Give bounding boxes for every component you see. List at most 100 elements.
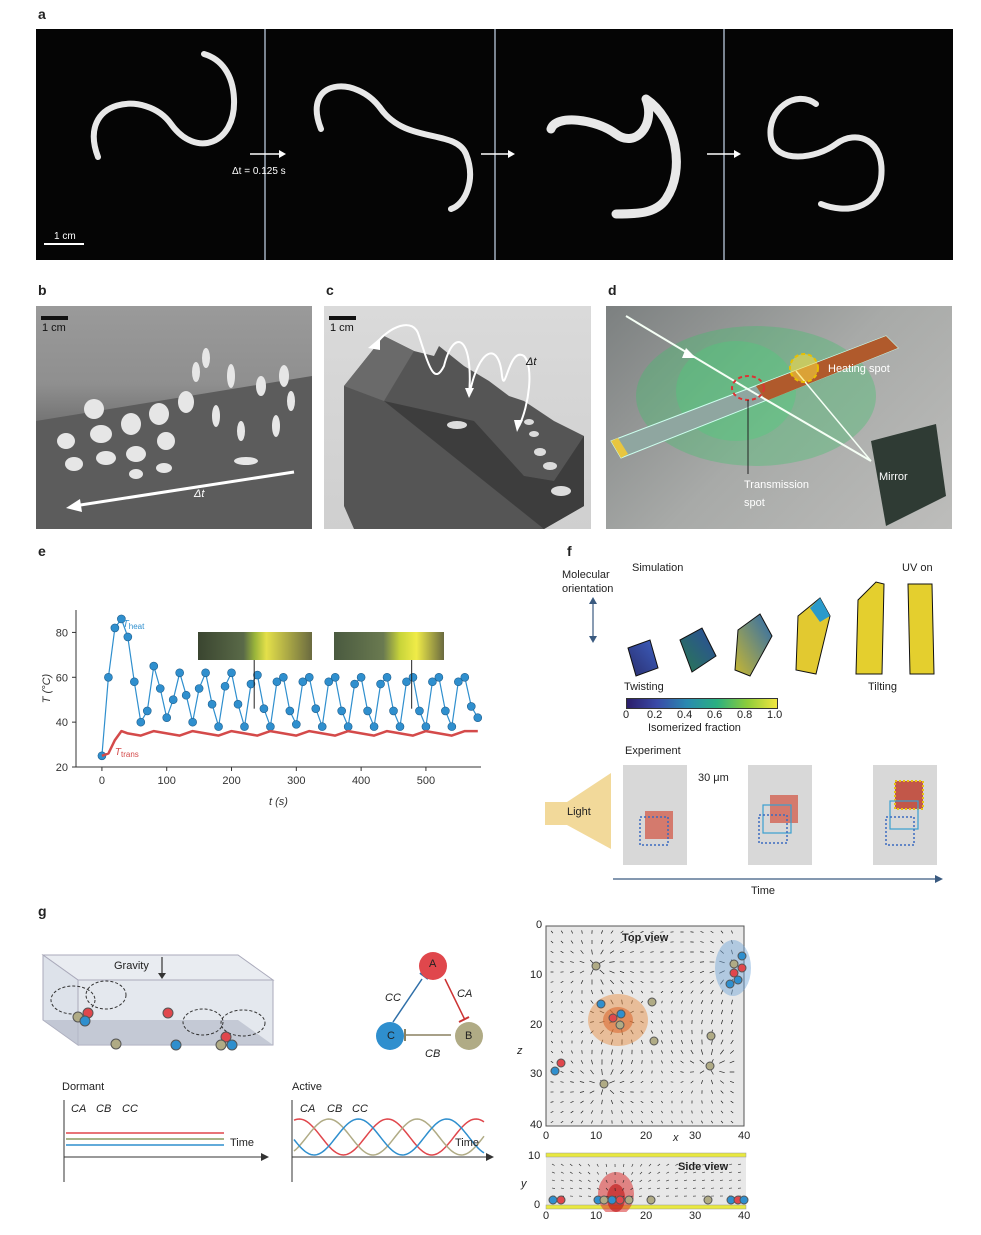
flow-arrow xyxy=(661,1120,663,1124)
f-uv-label: UV on xyxy=(902,562,933,574)
flow-arrow xyxy=(731,949,733,955)
flow-arrow xyxy=(719,1179,724,1181)
flow-arrow xyxy=(570,1110,574,1114)
flow-arrow xyxy=(640,1110,644,1114)
data-point xyxy=(259,704,269,713)
flow-arrow xyxy=(590,1040,594,1044)
data-point xyxy=(454,677,463,687)
flow-arrow xyxy=(560,1101,564,1103)
flow-arrow xyxy=(700,990,704,994)
flow-arrow xyxy=(550,1101,554,1103)
flow-arrow xyxy=(587,1163,591,1167)
flow-arrow xyxy=(630,1187,634,1190)
flow-arrow xyxy=(661,1100,663,1104)
flow-arrow xyxy=(600,1029,604,1035)
flow-arrow xyxy=(731,940,733,944)
flow-arrow xyxy=(640,1163,643,1167)
flow-arrow xyxy=(640,990,644,994)
flow-arrow xyxy=(651,1050,653,1054)
flow-arrow xyxy=(661,1020,663,1024)
flow-arrow xyxy=(731,930,733,934)
flow-arrow xyxy=(711,1171,715,1174)
data-point xyxy=(350,679,359,689)
flow-arrow xyxy=(570,940,574,944)
flow-arrow xyxy=(599,960,605,964)
top-view-label: Top view xyxy=(622,932,669,944)
side-x-tick-2: 20 xyxy=(640,1210,653,1222)
flow-arrow xyxy=(648,1171,652,1175)
cbar-tick-0: 0 xyxy=(623,709,630,721)
dormant-plot xyxy=(63,1100,269,1182)
flow-arrow xyxy=(580,950,584,954)
flow-arrow xyxy=(630,1070,634,1074)
flow-arrow xyxy=(630,1080,634,1084)
x-tick-label: 400 xyxy=(352,775,370,787)
flow-arrow xyxy=(681,1040,683,1044)
flow-arrow xyxy=(639,1171,643,1175)
flow-arrow xyxy=(702,1171,706,1174)
flow-arrow xyxy=(622,1171,625,1175)
flow-arrow xyxy=(640,1070,644,1074)
flow-arrow xyxy=(641,1000,643,1004)
y-axis-label: T (°C) xyxy=(41,673,53,703)
top-z-tick-0: 0 xyxy=(536,919,543,931)
flow-arrow xyxy=(610,1099,614,1105)
data-point xyxy=(304,672,314,682)
flow-arrow xyxy=(657,1171,661,1174)
x-tick-label: 100 xyxy=(158,775,176,787)
cbar-tick-2: 0.4 xyxy=(677,709,693,721)
flow-arrow xyxy=(680,1090,684,1094)
flow-arrow xyxy=(719,1060,725,1064)
flow-arrow xyxy=(600,989,604,995)
data-point xyxy=(155,684,165,693)
flow-arrow xyxy=(711,1019,713,1025)
flow-arrow xyxy=(699,1070,705,1074)
data-point xyxy=(389,706,398,716)
chart-inset-right xyxy=(334,632,444,660)
flow-arrow xyxy=(570,1070,574,1074)
data-point xyxy=(123,632,133,642)
top-view-map xyxy=(545,925,751,1127)
flow-arrow xyxy=(693,1179,697,1182)
flow-arrow xyxy=(684,1171,688,1174)
flow-arrow xyxy=(719,960,725,964)
flow-arrow xyxy=(560,961,564,963)
flow-arrow xyxy=(591,949,593,955)
flow-arrow xyxy=(666,1179,670,1182)
panel-b-dt-label: Δt xyxy=(194,488,205,500)
data-point xyxy=(220,681,230,691)
flow-arrow xyxy=(609,1080,615,1084)
data-point xyxy=(285,706,295,716)
flow-arrow xyxy=(720,979,724,985)
side-view-label: Side view xyxy=(678,1161,729,1173)
flow-arrow xyxy=(640,971,644,973)
flow-arrow xyxy=(590,1030,594,1034)
flow-arrow xyxy=(709,950,715,954)
flow-arrow xyxy=(570,1060,574,1064)
flow-arrow xyxy=(609,950,615,954)
flow-arrow xyxy=(620,1059,624,1065)
flow-arrow xyxy=(570,1021,574,1023)
flow-arrow xyxy=(640,941,644,943)
node-c-label: C xyxy=(387,1030,395,1042)
flow-arrow xyxy=(690,990,694,994)
flow-arrow xyxy=(622,1187,625,1191)
data-point xyxy=(136,717,146,727)
flow-arrow xyxy=(596,1179,600,1183)
flow-arrow xyxy=(657,1187,661,1190)
side-y-tick-10: 10 xyxy=(528,1150,541,1162)
flow-arrow xyxy=(579,1091,585,1093)
flow-arrow xyxy=(569,1187,573,1190)
flow-arrow xyxy=(661,1050,663,1054)
flow-arrow xyxy=(700,941,704,943)
f-twisting-label: Twisting xyxy=(624,681,664,693)
panel-b-image: 1 cm Δt xyxy=(36,306,312,529)
flow-arrow xyxy=(596,1171,599,1175)
flow-arrow xyxy=(581,930,583,934)
flow-arrow xyxy=(570,961,574,963)
data-point xyxy=(279,672,288,682)
top-z-tick-3: 30 xyxy=(530,1068,543,1080)
flow-arrow xyxy=(631,1163,634,1167)
data-point xyxy=(266,722,275,731)
flow-arrow xyxy=(640,951,644,953)
